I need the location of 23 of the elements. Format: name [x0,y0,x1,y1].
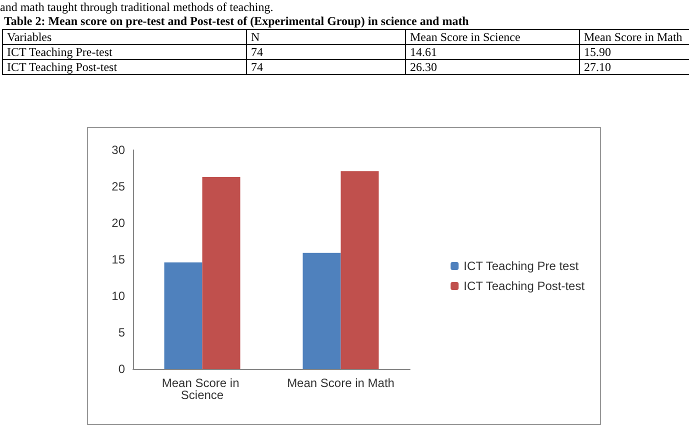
text: N [246,30,406,44]
y-tick-label: 25 [112,180,126,194]
text: 26.30 [406,60,580,74]
text: and math taught through traditional methods of teaching. [0,0,274,15]
text: 27.10 [580,60,689,74]
y-tick-label: 20 [112,216,126,230]
text: 14.61 [406,44,580,60]
text: 15.90 [580,44,689,60]
y-tick-label: 0 [118,362,126,376]
text: Variables [2,30,246,44]
text: ICT Teaching Post-test [2,60,246,74]
text: 74 [246,44,406,60]
text: 74 [246,60,406,74]
legend-label: ICT Teaching Pre test [464,259,580,273]
y-tick-label: 15 [112,252,126,266]
y-tick-label: 5 [118,326,126,340]
chart-title: Table 2: Mean score on pre-test and Post-test of (Experimental Group) in science and math [4,14,469,29]
text: ICT Teaching Pre-test [2,44,246,60]
y-tick-label: 10 [112,289,126,303]
category-label: Mean Score in Math [584,30,682,44]
category-label: Mean Score in Science [410,30,520,44]
y-tick-label: 30 [112,143,126,157]
legend-label: ICT Teaching Post-test [464,279,586,293]
